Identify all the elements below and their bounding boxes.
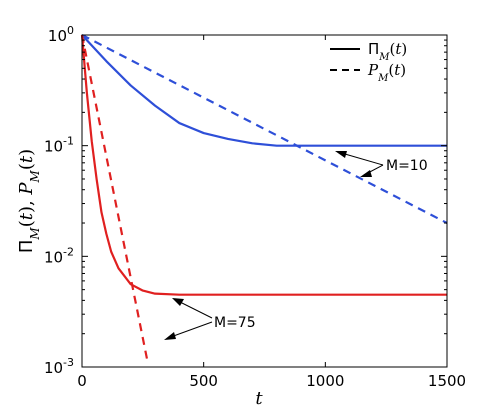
y-tick-label: 10-2 <box>44 245 74 266</box>
plot-frame <box>81 34 448 368</box>
annot-m75-label: M=75 <box>214 315 256 331</box>
y-tick-label: 10-3 <box>44 356 74 377</box>
series-line-m75-solid <box>80 34 447 296</box>
annot-m75-arrowhead-1 <box>172 298 184 306</box>
annot-m75-arrow-2 <box>167 321 213 339</box>
legend-label-p: PM(t) <box>367 61 406 84</box>
y-tick-label: 100 <box>48 24 74 45</box>
annot-m75-arrow-1 <box>175 299 213 319</box>
x-tick-label: 1500 <box>428 372 466 390</box>
annot-m10-label: M=10 <box>386 158 428 174</box>
y-axis-label: ΠM(t), PM(t) <box>16 149 42 253</box>
legend-label-pi: ΠM(t) <box>368 40 407 63</box>
x-tick-label: 500 <box>189 372 218 390</box>
y-tick-label: 10-1 <box>44 135 74 156</box>
x-tick-label: 0 <box>77 372 87 390</box>
plot-area <box>82 35 447 367</box>
annotations: M=10 M=75 <box>164 151 428 340</box>
x-tick-label: 1000 <box>306 372 344 390</box>
legend: ΠM(t) PM(t) <box>330 40 407 84</box>
x-axis-label: t <box>255 388 263 409</box>
series-line-m10-solid <box>81 34 447 147</box>
series-line-m10-dashed <box>81 34 448 224</box>
series-layer <box>80 34 448 363</box>
ticks-layer: 0 500 1000 1500 10-3 10-2 10-1 100 <box>44 24 466 390</box>
annot-m75-arrowhead-2 <box>164 332 176 340</box>
annot-m10-arrowhead-2 <box>360 170 372 177</box>
annot-m10-arrowhead-1 <box>335 151 347 158</box>
